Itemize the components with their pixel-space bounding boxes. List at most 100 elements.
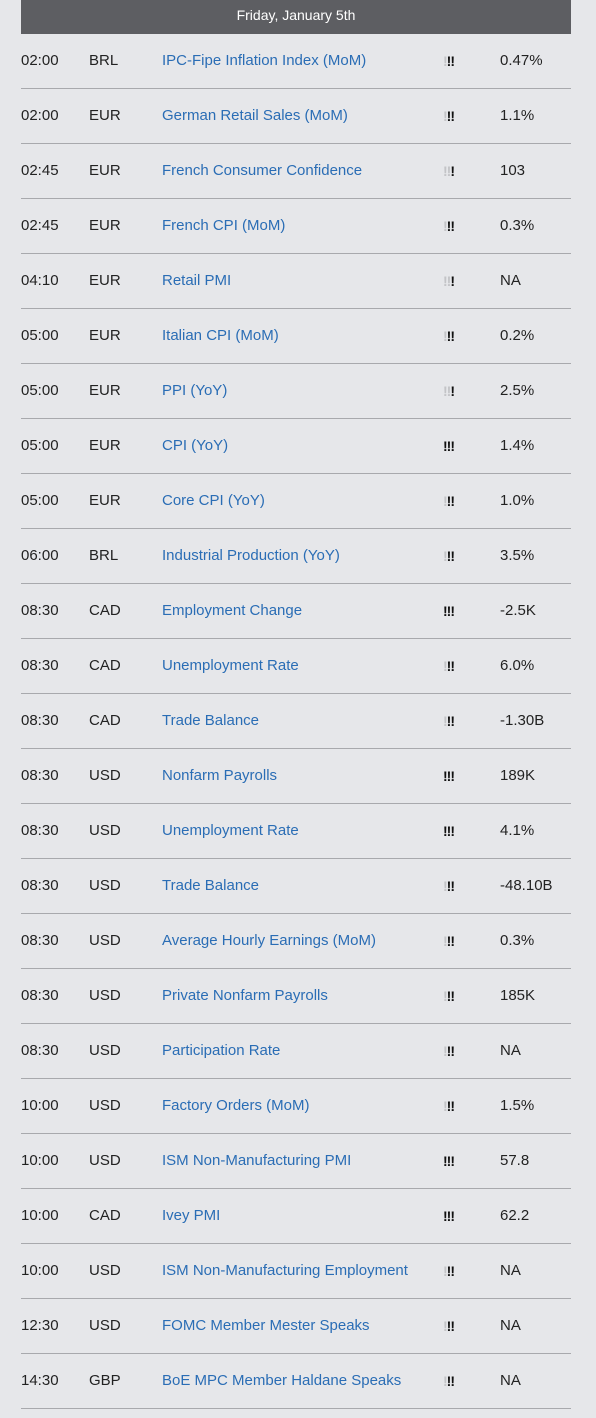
event-name-link[interactable]: Unemployment Rate <box>162 822 299 839</box>
table-row: 08:30 CAD Unemployment Rate!!! 6.0% <box>21 639 571 694</box>
exclamation-mark-icon: ! <box>443 493 448 509</box>
impact-indicator: !!! <box>443 767 455 785</box>
exclamation-mark-icon: ! <box>446 878 452 894</box>
exclamation-mark-icon: ! <box>446 218 452 234</box>
event-time: 04:10 <box>21 272 59 289</box>
event-time: 08:30 <box>21 987 59 1004</box>
exclamation-mark-icon: ! <box>443 1098 448 1114</box>
event-currency: CAD <box>89 602 121 619</box>
event-value: NA <box>500 1262 521 1279</box>
event-name-link[interactable]: IPC-Fipe Inflation Index (MoM) <box>162 52 367 69</box>
event-currency: USD <box>89 932 121 949</box>
exclamation-mark-icon: ! <box>443 1373 448 1389</box>
exclamation-mark-icon: ! <box>443 988 448 1004</box>
exclamation-mark-icon: ! <box>446 988 452 1004</box>
event-currency: GBP <box>89 1372 121 1389</box>
event-currency: USD <box>89 1262 121 1279</box>
event-name-link[interactable]: Trade Balance <box>162 712 260 729</box>
exclamation-mark-icon: ! <box>443 1318 448 1334</box>
event-currency: USD <box>89 877 121 894</box>
event-value: -2.5K <box>500 602 536 619</box>
event-name-link[interactable]: PPI (YoY) <box>162 382 228 399</box>
table-row: 02:45 EUR French Consumer Confidence!!! 103 <box>21 144 571 199</box>
impact-indicator: !!! <box>443 877 455 895</box>
event-name-link[interactable]: Nonfarm Payrolls <box>162 767 278 784</box>
table-row: 08:30 USD Average Hourly Earnings (MoM)!!!… <box>21 914 571 969</box>
table-row: 14:30 GBP BoE MPC Member Haldane Speaks!!!… <box>21 1354 571 1409</box>
event-time: 02:00 <box>21 107 59 124</box>
event-name-link[interactable]: Industrial Production (YoY) <box>162 547 340 564</box>
table-row: 08:30 CAD Employment Change!!! -2.5K <box>21 584 571 639</box>
event-time: 08:30 <box>21 602 59 619</box>
event-value: -48.10B <box>500 877 553 894</box>
event-time: 12:30 <box>21 1317 59 1334</box>
table-row: 12:30 USD FOMC Member Mester Speaks!!! NA <box>21 1299 571 1354</box>
event-name-link[interactable]: Retail PMI <box>162 272 232 289</box>
event-currency: USD <box>89 987 121 1004</box>
event-value: -1.30B <box>500 712 545 729</box>
event-value: 6.0% <box>500 657 535 674</box>
event-name-link[interactable]: FOMC Member Mester Speaks <box>162 1317 370 1334</box>
event-name-link[interactable]: French CPI (MoM) <box>162 217 286 234</box>
event-time: 08:30 <box>21 657 59 674</box>
event-name-link[interactable]: BoE MPC Member Haldane Speaks <box>162 1372 402 1389</box>
exclamation-mark-icon: ! <box>443 1043 448 1059</box>
table-row: 10:00 USD Factory Orders (MoM)!!! 1.5% <box>21 1079 571 1134</box>
table-row: 10:00 CAD Ivey PMI!!! 62.2 <box>21 1189 571 1244</box>
exclamation-mark-icon: ! <box>443 658 448 674</box>
impact-indicator: !!! <box>443 437 455 455</box>
event-name-link[interactable]: CPI (YoY) <box>162 437 229 454</box>
event-time: 08:30 <box>21 932 59 949</box>
table-row: 05:00 EUR PPI (YoY)!!! 2.5% <box>21 364 571 419</box>
event-name-link[interactable]: Italian CPI (MoM) <box>162 327 279 344</box>
event-name-link[interactable]: Core CPI (YoY) <box>162 492 265 509</box>
exclamation-mark-icon: ! <box>446 1043 452 1059</box>
impact-indicator: !!! <box>443 327 455 345</box>
exclamation-mark-icon: ! <box>450 933 455 949</box>
event-currency: USD <box>89 1152 121 1169</box>
event-name-link[interactable]: Ivey PMI <box>162 1207 221 1224</box>
event-name-link[interactable]: Trade Balance <box>162 877 260 894</box>
table-row: 08:30 USD Trade Balance!!! -48.10B <box>21 859 571 914</box>
table-row: 05:00 EUR CPI (YoY)!!! 1.4% <box>21 419 571 474</box>
event-currency: CAD <box>89 1207 121 1224</box>
exclamation-mark-icon: ! <box>443 823 448 839</box>
event-name-link[interactable]: Average Hourly Earnings (MoM) <box>162 932 376 949</box>
event-name-link[interactable]: French Consumer Confidence <box>162 162 363 179</box>
event-currency: USD <box>89 1097 121 1114</box>
event-name-link[interactable]: Participation Rate <box>162 1042 281 1059</box>
event-time: 08:30 <box>21 767 59 784</box>
table-row: 05:00 EUR Italian CPI (MoM)!!! 0.2% <box>21 309 571 364</box>
exclamation-mark-icon: ! <box>443 273 448 289</box>
exclamation-mark-icon: ! <box>443 163 448 179</box>
impact-indicator: !!! <box>443 1152 455 1170</box>
exclamation-mark-icon: ! <box>450 218 455 234</box>
event-name-link[interactable]: Factory Orders (MoM) <box>162 1097 310 1114</box>
exclamation-mark-icon: ! <box>443 218 448 234</box>
exclamation-mark-icon: ! <box>446 108 452 124</box>
event-value: 62.2 <box>500 1207 530 1224</box>
exclamation-mark-icon: ! <box>446 933 452 949</box>
exclamation-mark-icon: ! <box>450 328 455 344</box>
exclamation-mark-icon: ! <box>446 1208 452 1224</box>
event-name-link[interactable]: Unemployment Rate <box>162 657 299 674</box>
event-value: 103 <box>500 162 526 179</box>
event-name-link[interactable]: Employment Change <box>162 602 303 619</box>
exclamation-mark-icon: ! <box>450 1098 455 1114</box>
event-currency: BRL <box>89 52 119 69</box>
event-time: 06:00 <box>21 547 59 564</box>
table-row: 08:30 USD Nonfarm Payrolls!!! 189K <box>21 749 571 804</box>
event-value: 4.1% <box>500 822 535 839</box>
impact-indicator: !!! <box>443 1042 455 1060</box>
event-name-link[interactable]: ISM Non-Manufacturing Employment <box>162 1262 408 1279</box>
exclamation-mark-icon: ! <box>443 713 448 729</box>
exclamation-mark-icon: ! <box>450 713 455 729</box>
event-name-link[interactable]: Private Nonfarm Payrolls <box>162 987 328 1004</box>
event-time: 05:00 <box>21 327 59 344</box>
exclamation-mark-icon: ! <box>443 438 448 454</box>
exclamation-mark-icon: ! <box>450 1318 455 1334</box>
event-name-link[interactable]: ISM Non-Manufacturing PMI <box>162 1152 352 1169</box>
event-value: NA <box>500 272 521 289</box>
event-currency: EUR <box>89 492 121 509</box>
event-name-link[interactable]: German Retail Sales (MoM) <box>162 107 348 124</box>
